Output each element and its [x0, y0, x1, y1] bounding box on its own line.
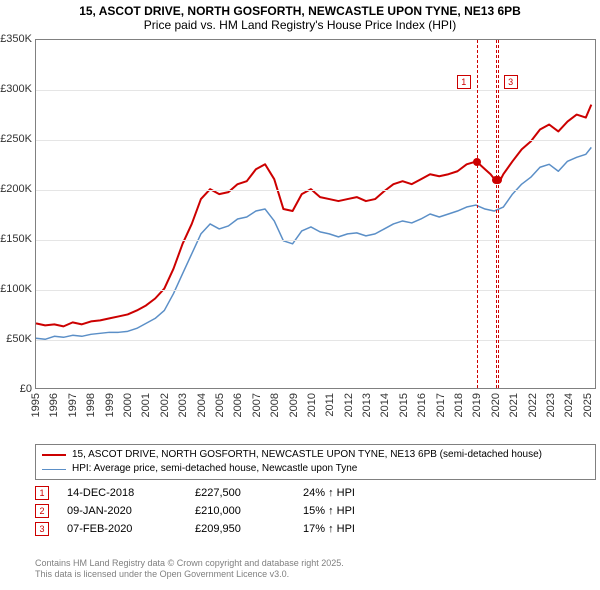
x-tick-label: 2008	[269, 393, 281, 417]
plot-area: 13	[35, 39, 596, 389]
x-tick-label: 2014	[379, 393, 391, 417]
gridline-h	[36, 190, 595, 191]
x-tick-label: 1999	[104, 393, 116, 417]
x-tick-label: 2022	[527, 393, 539, 417]
sale-date: 07-FEB-2020	[67, 523, 177, 535]
legend: 15, ASCOT DRIVE, NORTH GOSFORTH, NEWCAST…	[35, 444, 596, 480]
x-tick-label: 2019	[471, 393, 483, 417]
series-hpi	[36, 147, 591, 339]
x-tick-label: 2023	[545, 393, 557, 417]
footer-line1: Contains HM Land Registry data © Crown c…	[35, 558, 344, 569]
sale-number-box: 1	[35, 486, 49, 500]
sale-row: 1 14-DEC-2018 £227,500 24% ↑ HPI	[35, 484, 596, 502]
x-tick-label: 2011	[324, 393, 336, 417]
sale-marker-line	[498, 40, 499, 388]
sale-hpi-delta: 17% ↑ HPI	[303, 523, 596, 535]
y-tick-label: £250K	[0, 133, 32, 145]
x-tick-label: 2003	[177, 393, 189, 417]
sale-marker-number: 1	[457, 75, 471, 89]
gridline-h	[36, 290, 595, 291]
x-tick-label: 2018	[453, 393, 465, 417]
series-price_paid	[36, 104, 591, 326]
legend-row: 15, ASCOT DRIVE, NORTH GOSFORTH, NEWCAST…	[42, 448, 589, 462]
gridline-h	[36, 90, 595, 91]
legend-label: HPI: Average price, semi-detached house,…	[72, 462, 357, 476]
x-tick-label: 2015	[398, 393, 410, 417]
sale-hpi-delta: 15% ↑ HPI	[303, 505, 596, 517]
title-subtitle: Price paid vs. HM Land Registry's House …	[8, 18, 592, 32]
x-tick-label: 2004	[196, 393, 208, 417]
x-tick-label: 1996	[48, 393, 60, 417]
legend-swatch	[42, 454, 66, 456]
x-tick-label: 1995	[30, 393, 42, 417]
x-tick-label: 1997	[67, 393, 79, 417]
sale-number-box: 3	[35, 522, 49, 536]
sales-table: 1 14-DEC-2018 £227,500 24% ↑ HPI 2 09-JAN-202…	[35, 484, 596, 538]
sale-price: £227,500	[195, 487, 285, 499]
x-tick-label: 2000	[122, 393, 134, 417]
sale-hpi-delta: 24% ↑ HPI	[303, 487, 596, 499]
x-tick-label: 2006	[232, 393, 244, 417]
gridline-h	[36, 140, 595, 141]
sale-marker-line	[477, 40, 478, 388]
sale-marker-number: 3	[504, 75, 518, 89]
x-tick-label: 2024	[563, 393, 575, 417]
x-tick-label: 2007	[251, 393, 263, 417]
x-tick-label: 2012	[343, 393, 355, 417]
y-tick-label: £50K	[6, 333, 32, 345]
y-tick-label: £300K	[0, 83, 32, 95]
x-tick-label: 2009	[288, 393, 300, 417]
sale-row: 3 07-FEB-2020 £209,950 17% ↑ HPI	[35, 520, 596, 538]
x-tick-label: 2013	[361, 393, 373, 417]
y-tick-label: £100K	[0, 283, 32, 295]
title-address: 15, ASCOT DRIVE, NORTH GOSFORTH, NEWCAST…	[8, 4, 592, 18]
legend-row: HPI: Average price, semi-detached house,…	[42, 462, 589, 476]
x-tick-label: 1998	[85, 393, 97, 417]
legend-label: 15, ASCOT DRIVE, NORTH GOSFORTH, NEWCAST…	[72, 448, 542, 462]
x-tick-label: 2010	[306, 393, 318, 417]
x-tick-label: 2017	[435, 393, 447, 417]
gridline-h	[36, 240, 595, 241]
y-tick-label: £150K	[0, 233, 32, 245]
x-tick-label: 2005	[214, 393, 226, 417]
x-tick-label: 2020	[490, 393, 502, 417]
sale-date: 14-DEC-2018	[67, 487, 177, 499]
sale-price: £209,950	[195, 523, 285, 535]
x-tick-label: 2016	[416, 393, 428, 417]
sale-price: £210,000	[195, 505, 285, 517]
x-tick-label: 2025	[582, 393, 594, 417]
sale-row: 2 09-JAN-2020 £210,000 15% ↑ HPI	[35, 502, 596, 520]
chart-container: 15, ASCOT DRIVE, NORTH GOSFORTH, NEWCAST…	[0, 0, 600, 590]
sale-marker-dot	[494, 176, 502, 184]
chart-area: 13 £0£50K£100K£150K£200K£250K£300K£350K1…	[0, 35, 600, 433]
x-tick-label: 2001	[140, 393, 152, 417]
sale-date: 09-JAN-2020	[67, 505, 177, 517]
gridline-h	[36, 340, 595, 341]
sale-marker-dot	[473, 158, 481, 166]
x-tick-label: 2021	[508, 393, 520, 417]
x-tick-label: 2002	[159, 393, 171, 417]
attribution-footer: Contains HM Land Registry data © Crown c…	[35, 558, 344, 580]
legend-swatch	[42, 469, 66, 470]
sale-number-box: 2	[35, 504, 49, 518]
y-tick-label: £350K	[0, 33, 32, 45]
footer-line2: This data is licensed under the Open Gov…	[35, 569, 344, 580]
y-tick-label: £200K	[0, 183, 32, 195]
chart-svg	[36, 40, 595, 388]
chart-title: 15, ASCOT DRIVE, NORTH GOSFORTH, NEWCAST…	[0, 0, 600, 35]
